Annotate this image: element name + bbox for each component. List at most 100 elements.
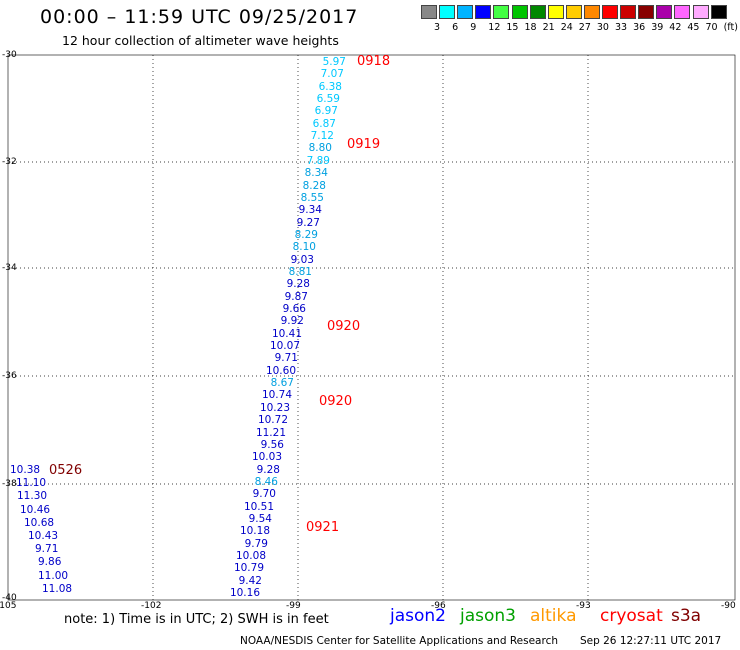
wave-height-value: 10.07 [269, 340, 300, 353]
pass-time-label: 0919 [347, 137, 381, 152]
pass-time-label: 0920 [319, 394, 353, 409]
satellite-label: s3a [671, 606, 702, 626]
legend-label: 18 [524, 22, 537, 33]
plot-frame [7, 54, 736, 601]
wave-height-value: 9.66 [282, 303, 306, 315]
wave-height-value: 9.79 [244, 537, 268, 550]
wave-height-value: 8.81 [288, 265, 312, 278]
wave-height-value: 10.23 [259, 401, 290, 414]
pass-time-label: 0921 [306, 520, 340, 535]
x-tick-label: -90 [721, 601, 736, 611]
wave-height-value: 7.89 [306, 154, 330, 167]
legend-swatch [493, 5, 510, 19]
wave-height-value: 9.28 [286, 278, 310, 291]
wave-height-value: 11.00 [38, 570, 69, 582]
wave-height-value: 9.54 [248, 512, 272, 525]
legend-label: 36 [633, 22, 646, 33]
wave-height-value: 11.10 [16, 477, 47, 489]
y-tick-label: -38 [2, 479, 17, 489]
wave-height-value: 9.92 [280, 315, 304, 328]
wave-height-value: 7.12 [310, 130, 334, 143]
legend-label: 6 [452, 22, 459, 33]
wave-height-value: 11.08 [42, 583, 73, 595]
wave-height-value: 8.80 [308, 142, 332, 155]
legend-label: 30 [596, 22, 609, 33]
legend-swatch [439, 5, 456, 19]
legend-swatch [620, 5, 637, 19]
wave-height-value: 10.03 [251, 451, 282, 464]
legend-swatch [421, 5, 437, 19]
pass-time-label: 0920 [327, 319, 361, 334]
wave-height-value: 10.74 [261, 389, 292, 402]
legend-label: (ft) [723, 22, 738, 33]
legend-swatch [475, 5, 492, 19]
wave-height-value: 8.46 [254, 475, 278, 488]
x-tick-label: -102 [141, 601, 162, 611]
legend-swatch [583, 5, 600, 19]
y-tick-label: -30 [2, 50, 17, 60]
wave-height-value: 9.28 [256, 463, 280, 476]
legend-label: 33 [615, 22, 628, 33]
y-tick-label: -36 [2, 371, 17, 381]
wave-height-value: 10.43 [28, 530, 59, 542]
footer-timestamp: Sep 26 12:27:11 UTC 2017 [580, 635, 722, 647]
x-tick-label: -93 [576, 601, 591, 611]
wave-height-value: 9.42 [238, 574, 262, 587]
page-title: 00:00 – 11:59 UTC 09/25/2017 [40, 6, 359, 28]
legend-swatch [511, 5, 528, 19]
x-tick-label: -96 [431, 601, 446, 611]
wave-height-value: 9.34 [298, 204, 322, 217]
wave-height-value: 9.87 [284, 290, 308, 303]
wave-height-value: 8.29 [294, 228, 318, 241]
legend-swatch [674, 5, 691, 19]
satellite-label: cryosat [600, 606, 663, 626]
wave-height-value: 10.46 [20, 504, 51, 516]
wave-height-value: 9.03 [290, 253, 314, 266]
legend-label: 39 [651, 22, 664, 33]
wave-height-value: 10.41 [271, 327, 302, 340]
wave-height-value: 8.34 [304, 167, 328, 180]
legend-label: 70 [705, 22, 718, 33]
legend-swatch [457, 5, 474, 19]
wave-height-value: 8.28 [302, 179, 326, 192]
wave-height-value: 10.72 [257, 414, 288, 427]
note-text: note: 1) Time is in UTC; 2) SWH is in fe… [64, 612, 329, 627]
legend-label: 45 [687, 22, 700, 33]
x-tick-label: -105 [0, 601, 17, 611]
y-tick-label: -34 [2, 263, 17, 273]
wave-height-value: 10.68 [24, 517, 55, 529]
legend-swatch [565, 5, 582, 19]
wave-height-value: 6.87 [312, 117, 336, 130]
pass-time-label: 0526 [49, 463, 83, 478]
legend-label: 24 [560, 22, 573, 33]
wave-height-value: 5.97 [322, 56, 346, 68]
y-tick-label: -40 [2, 593, 17, 603]
x-tick-label: -99 [286, 601, 301, 611]
legend-swatch [656, 5, 673, 19]
footer-credit: NOAA/NESDIS Center for Satellite Applica… [240, 635, 558, 647]
wave-height-value: 11.30 [17, 490, 48, 502]
legend-swatch [692, 5, 709, 19]
satellite-label: jason3 [460, 606, 516, 626]
wave-height-value: 9.27 [296, 216, 320, 229]
wave-height-value: 8.10 [292, 241, 316, 254]
wave-height-value: 10.60 [265, 364, 296, 377]
legend-swatch [710, 5, 727, 19]
legend-label: 9 [470, 22, 477, 33]
legend-label: 3 [434, 22, 441, 33]
legend-label: 42 [669, 22, 682, 33]
wave-height-value: 10.18 [239, 525, 270, 538]
wave-height-value: 8.67 [270, 377, 294, 390]
satellite-label: altika [530, 606, 577, 626]
wave-height-value: 6.97 [314, 105, 338, 118]
wave-height-value: 6.59 [316, 93, 340, 106]
wave-height-value: 10.79 [233, 562, 264, 575]
wave-height-value: 9.86 [38, 556, 62, 568]
wave-height-value: 10.38 [10, 464, 41, 476]
wave-height-value: 9.71 [274, 352, 298, 365]
wave-height-value: 9.70 [252, 488, 276, 501]
legend-swatch [602, 5, 618, 19]
wave-height-value: 9.56 [260, 438, 284, 451]
